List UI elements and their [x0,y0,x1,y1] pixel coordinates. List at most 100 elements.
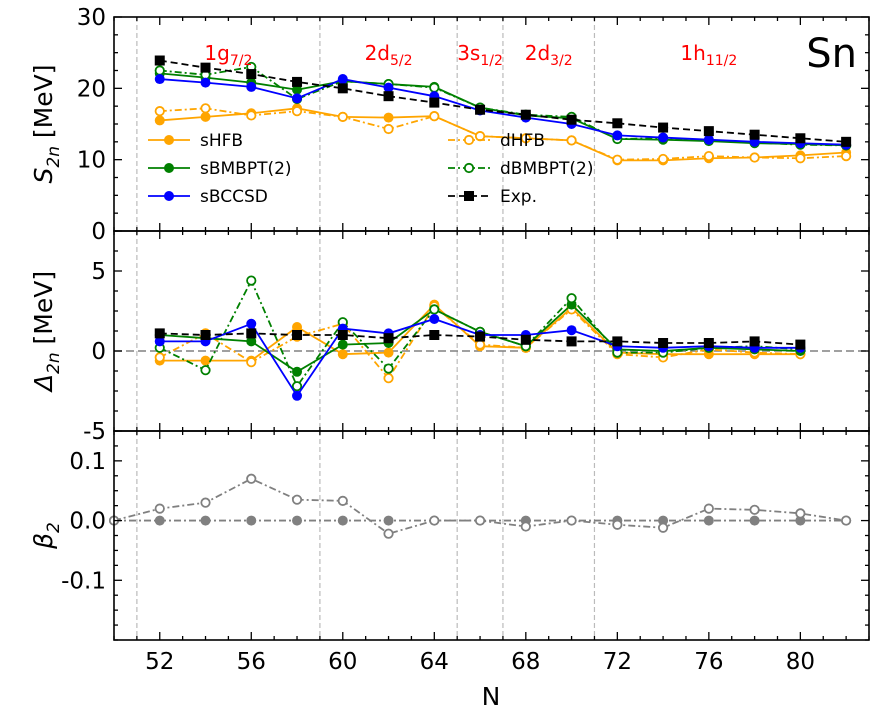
series-line-dHFB [159,107,847,161]
data-point-Exp [200,330,211,340]
data-point-beta_s [383,515,394,526]
data-point-Exp [154,55,165,66]
data-point-sBMBPT2 [337,339,348,350]
data-point-Exp [841,136,852,147]
y-axis-label-main: β [29,533,58,550]
data-point-beta_s [795,515,806,526]
data-point-dBMBPT2 [429,82,440,93]
data-point-beta_d [383,528,394,539]
data-point-beta_s [200,515,211,526]
data-point-beta_s [292,515,303,526]
legend-label: Exp. [500,187,537,207]
data-point-dBMBPT2 [383,363,394,374]
data-point-Exp [658,122,669,133]
data-point-beta_d [429,515,440,526]
x-tick-label: 60 [328,649,357,675]
y-axis-label-unit: [MeV] [29,271,58,353]
data-point-Exp [154,328,165,339]
data-point-beta_d [200,497,211,508]
shell-label: 1h11/2 [680,41,737,69]
data-point-Exp [520,109,531,120]
data-point-Exp [566,114,577,125]
legend-marker-sHFB [164,135,174,145]
shell-label-main: 2d [365,41,390,65]
y-axis-label: β2 [29,522,64,550]
data-point-Exp [475,104,486,115]
data-point-dHFB [795,153,806,164]
shell-label-main: 1g [204,41,229,65]
data-point-sBCCSD [154,336,165,347]
data-point-dHFB [291,106,303,117]
data-point-dBMBPT2 [291,381,303,392]
data-point-Exp [383,91,394,102]
shell-label-sub: 5/2 [390,53,413,69]
legend-label: sBCCSD [200,187,268,207]
data-point-sBCCSD [658,132,669,143]
data-point-sHFB [383,347,394,358]
data-point-dHFB [520,133,531,144]
data-point-beta_s [337,515,348,526]
data-point-dHFB [246,357,257,368]
shell-label-main: 1h [680,41,705,65]
data-point-sBMBPT2 [292,366,303,377]
data-point-sBCCSD [612,130,623,141]
x-axis-label: N [482,682,501,711]
x-tick-label: 72 [603,649,632,675]
data-point-dHFB [429,111,440,122]
data-point-Exp [520,334,531,345]
data-point-Exp [337,83,348,94]
data-point-beta_d [841,515,852,526]
data-point-dHFB [383,123,394,135]
legend-marker-Exp [464,191,474,201]
legend-marker-sBMBPT2 [164,163,174,173]
data-point-dHFB [474,131,486,142]
data-point-Exp [703,338,714,348]
data-point-dHFB [566,135,577,146]
axes-layer [113,16,870,641]
data-point-sBCCSD [154,74,165,85]
y-tick-label: 0.1 [69,449,106,475]
data-point-Exp [429,97,440,108]
data-point-beta_s [154,515,165,526]
series-line-sBCCSD [159,78,847,146]
data-point-sHFB [200,111,211,122]
y-axis-label-sub: 2 [44,522,64,533]
data-point-beta_d [612,519,623,530]
legend-label: dHFB [500,131,545,151]
x-tick-label: 56 [237,649,266,675]
data-point-dHFB [749,152,760,163]
y-tick-label: -0.1 [61,568,106,594]
data-point-beta_s [658,515,669,526]
data-point-dHFB [612,154,623,165]
data-point-sBMBPT2 [292,84,303,95]
y-tick-label: 0 [91,219,106,245]
data-point-Exp [612,118,623,129]
panel-frame [113,430,870,641]
y-axis-label-unit: [MeV] [29,65,58,147]
data-point-dHFB [154,352,165,363]
data-point-beta_d [749,504,760,515]
data-point-sBCCSD [246,81,257,92]
data-point-beta_d [154,503,165,514]
data-point-dHFB [841,151,852,162]
y-tick-label: 10 [77,148,106,174]
data-point-Exp [749,129,760,140]
data-point-dHFB [337,111,348,122]
data-point-Exp [749,336,760,347]
y-axis-label-main: S [29,167,58,183]
data-point-Exp [703,126,714,137]
data-point-sHFB [337,349,348,360]
data-point-beta_d [520,521,531,532]
shell-label: 2d5/2 [365,41,413,69]
y-axis-label: Δ2n [MeV] [29,271,64,393]
shell-label: 2d3/2 [525,41,573,69]
data-point-Exp [429,330,440,340]
data-point-dBMBPT2 [566,293,577,304]
x-tick-label: 80 [786,649,815,675]
data-point-Exp [200,62,211,73]
data-point-sBCCSD [566,325,577,336]
data-point-dHFB [657,153,669,165]
y-tick-label: 5 [91,259,106,285]
data-point-beta_d [566,515,577,526]
